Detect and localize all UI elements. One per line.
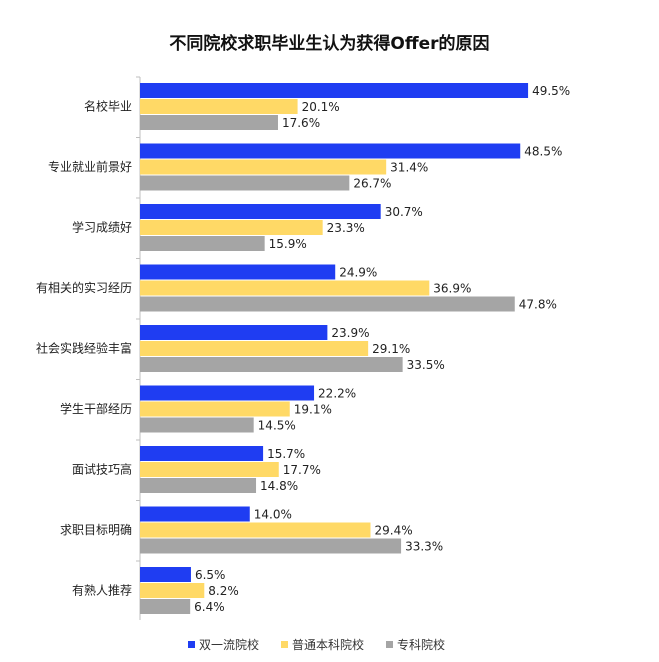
- bar: [140, 538, 402, 554]
- legend-item: 双一流院校: [188, 636, 259, 653]
- data-label: 8.2%: [208, 584, 239, 598]
- chart-title: 不同院校求职毕业生认为获得Offer的原因: [169, 34, 490, 54]
- category-label: 面试技巧高: [72, 462, 132, 477]
- bar: [140, 280, 430, 296]
- bar: [140, 175, 350, 191]
- data-label: 15.7%: [267, 447, 305, 461]
- data-label: 47.8%: [519, 298, 557, 312]
- legend-swatch: [188, 641, 195, 648]
- bar: [140, 357, 403, 372]
- legend: 双一流院校 普通本科院校 专科院校: [188, 636, 445, 653]
- data-label: 19.1%: [294, 403, 332, 417]
- category-label: 有相关的实习经历: [36, 280, 132, 295]
- bar: [140, 506, 250, 522]
- legend-item: 专科院校: [386, 636, 445, 653]
- data-label: 33.5%: [407, 358, 445, 372]
- bar: [140, 264, 336, 280]
- bar: [140, 115, 278, 130]
- bar: [140, 83, 529, 98]
- bar: [140, 143, 521, 159]
- bar: [140, 341, 369, 356]
- legend-swatch: [281, 641, 289, 648]
- data-label: 30.7%: [385, 205, 423, 219]
- bar: [140, 478, 257, 493]
- data-label: 22.2%: [318, 387, 356, 401]
- data-label: 6.4%: [194, 600, 225, 614]
- legend-swatch: [386, 641, 394, 648]
- bar: [140, 446, 264, 461]
- data-label: 29.4%: [374, 524, 412, 538]
- category-label: 学习成绩好: [72, 220, 132, 235]
- category-label: 名校毕业: [84, 99, 132, 114]
- data-label: 31.4%: [390, 161, 428, 175]
- data-label: 23.9%: [331, 326, 369, 340]
- data-label: 36.9%: [433, 282, 471, 296]
- data-label: 49.5%: [532, 84, 570, 98]
- data-label: 20.1%: [302, 100, 340, 114]
- bar: [140, 236, 265, 251]
- category-label: 专业就业前景好: [48, 159, 132, 174]
- bar: [140, 296, 515, 312]
- data-label: 17.7%: [283, 463, 321, 477]
- category-label: 社会实践经验丰富: [36, 341, 132, 356]
- data-label: 48.5%: [524, 145, 562, 159]
- data-label: 14.8%: [260, 479, 298, 493]
- bar: [140, 99, 298, 114]
- bar: [140, 159, 387, 175]
- data-label: 15.9%: [269, 237, 307, 251]
- bar: [140, 462, 279, 477]
- data-label: 24.9%: [339, 266, 377, 280]
- bar: [140, 220, 323, 235]
- category-label: 学生干部经历: [60, 401, 132, 416]
- bar: [140, 567, 191, 582]
- category-label: 求职目标明确: [60, 523, 132, 537]
- data-label: 23.3%: [327, 221, 365, 235]
- legend-label: 双一流院校: [199, 638, 260, 652]
- data-label: 26.7%: [353, 177, 391, 191]
- data-label: 6.5%: [195, 568, 226, 582]
- legend-label: 普通本科院校: [292, 638, 365, 652]
- data-label: 17.6%: [282, 116, 320, 130]
- data-label: 29.1%: [372, 342, 410, 356]
- data-label: 33.3%: [405, 540, 443, 554]
- bar: [140, 385, 315, 401]
- bar: [140, 417, 254, 433]
- legend-item: 普通本科院校: [281, 636, 364, 653]
- bar: [140, 325, 328, 340]
- bar: [140, 204, 381, 219]
- bar: [140, 599, 191, 614]
- category-label: 有熟人推荐: [72, 583, 132, 598]
- data-label: 14.5%: [258, 419, 296, 433]
- bar: [140, 401, 290, 417]
- bar: [140, 522, 371, 538]
- data-label: 14.0%: [254, 508, 292, 522]
- legend-label: 专科院校: [397, 638, 446, 652]
- bar: [140, 583, 205, 598]
